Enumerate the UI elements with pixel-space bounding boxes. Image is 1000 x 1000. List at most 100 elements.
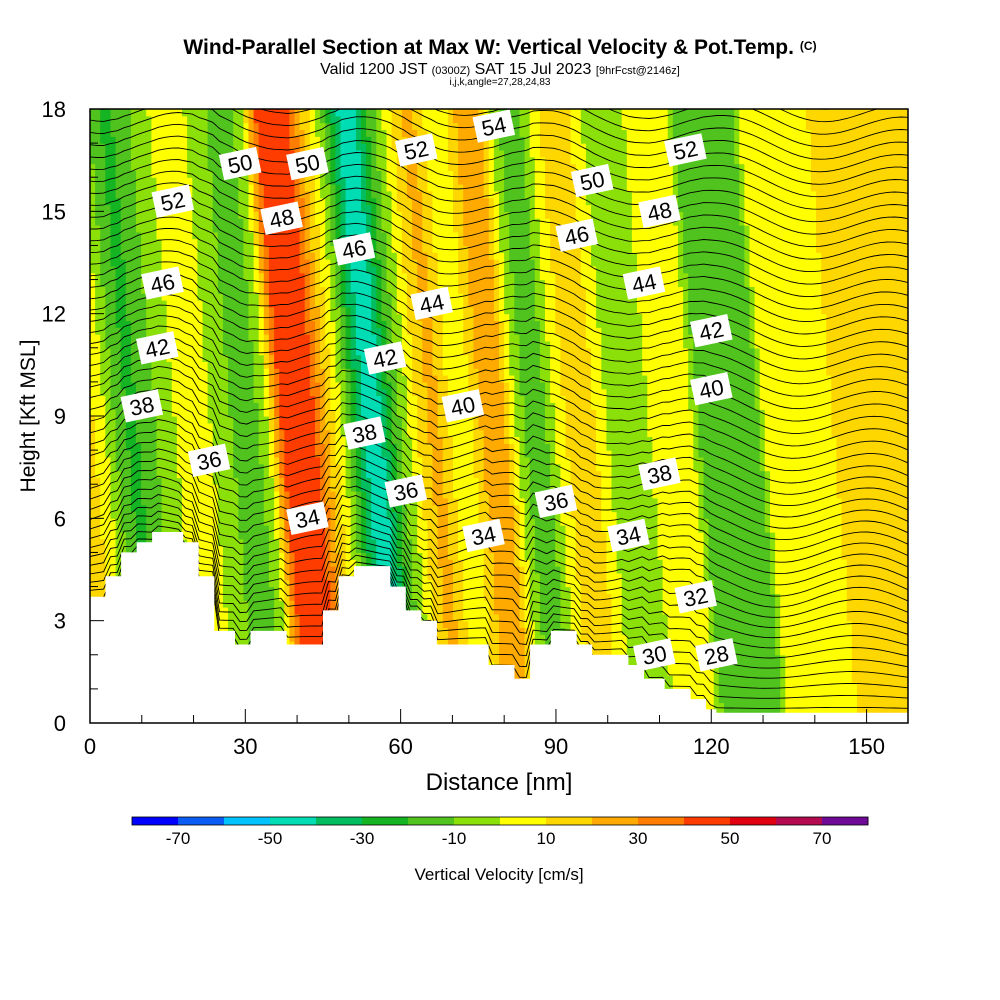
isentrope-line	[90, 376, 908, 495]
velocity-cell	[233, 136, 244, 144]
velocity-cell	[228, 613, 249, 622]
velocity-cell	[453, 204, 464, 212]
theta-label-text: 50	[578, 166, 607, 196]
velocity-cell	[335, 334, 342, 342]
velocity-cell	[677, 272, 689, 281]
velocity-cell	[253, 272, 260, 281]
velocity-cell	[483, 450, 510, 458]
velocity-cell	[407, 381, 413, 390]
velocity-cell	[422, 109, 449, 117]
velocity-cell	[713, 579, 771, 588]
velocity-cell	[335, 265, 342, 274]
velocity-cell	[401, 327, 408, 335]
velocity-cell	[335, 122, 342, 130]
velocity-cell	[851, 661, 908, 669]
velocity-cell	[90, 388, 101, 397]
velocity-cell	[442, 327, 464, 335]
theta-label-box	[607, 518, 650, 553]
velocity-cell	[422, 238, 434, 246]
velocity-cell	[391, 334, 403, 342]
velocity-cell	[299, 122, 311, 130]
velocity-cell	[585, 334, 602, 342]
velocity-cell	[708, 525, 766, 533]
isentrope-line	[90, 228, 908, 323]
velocity-cell	[447, 525, 459, 533]
velocity-cell	[504, 320, 510, 328]
velocity-cell	[115, 293, 127, 301]
velocity-cell	[856, 702, 908, 710]
velocity-cell	[330, 313, 342, 322]
velocity-cell	[509, 388, 515, 397]
velocity-cell	[156, 177, 193, 185]
theta-label-text: 32	[681, 583, 710, 613]
velocity-cell	[478, 484, 485, 492]
velocity-cell	[565, 422, 597, 431]
velocity-cell	[565, 566, 577, 574]
velocity-cell	[192, 204, 214, 212]
velocity-cell	[90, 143, 106, 151]
velocity-cell	[810, 177, 908, 185]
velocity-cell	[396, 197, 413, 206]
velocity-cell	[151, 368, 173, 376]
velocity-cell	[253, 279, 260, 287]
velocity-cell	[432, 470, 444, 478]
velocity-cell	[330, 231, 336, 240]
velocity-cell	[222, 347, 255, 356]
velocity-cell	[596, 313, 643, 322]
velocity-cell	[396, 190, 408, 199]
velocity-cell	[361, 409, 382, 417]
velocity-cell	[396, 552, 403, 560]
velocity-cell	[110, 204, 122, 212]
velocity-cell	[703, 538, 710, 547]
velocity-cell	[580, 600, 613, 608]
velocity-cell	[744, 184, 812, 192]
velocity-cell	[596, 436, 607, 444]
velocity-cell	[713, 634, 776, 642]
velocity-cell	[407, 177, 418, 185]
velocity-cell	[90, 497, 101, 506]
velocity-cell	[90, 361, 101, 369]
velocity-cell	[381, 109, 393, 117]
velocity-cell	[836, 456, 908, 465]
velocity-cell	[775, 607, 781, 615]
velocity-cell	[330, 279, 336, 287]
velocity-cell	[325, 204, 331, 212]
velocity-cell	[330, 347, 336, 356]
velocity-cell	[447, 136, 459, 144]
y-tick-label: 15	[42, 199, 66, 224]
velocity-cell	[468, 272, 495, 281]
velocity-cell	[345, 293, 357, 301]
velocity-cell	[253, 375, 265, 383]
velocity-cell	[524, 429, 546, 437]
velocity-cell	[253, 347, 260, 356]
velocity-cell	[468, 286, 495, 294]
velocity-cell	[386, 252, 398, 260]
velocity-cell	[105, 313, 117, 322]
velocity-cell	[621, 620, 669, 629]
colorbar-tick-label: -70	[166, 829, 191, 848]
velocity-cell	[350, 354, 362, 362]
velocity-cell	[698, 504, 705, 513]
velocity-cell	[279, 593, 285, 601]
velocity-cell	[754, 381, 761, 390]
velocity-cell	[688, 381, 694, 390]
velocity-cell	[381, 225, 393, 233]
velocity-cell	[539, 320, 546, 328]
velocity-cell	[437, 429, 449, 437]
velocity-cell	[330, 177, 336, 185]
velocity-cell	[100, 368, 111, 376]
velocity-cell	[601, 477, 613, 485]
velocity-cell	[320, 252, 326, 260]
velocity-cell	[417, 286, 428, 294]
velocity-cell	[330, 525, 336, 533]
theta-label-text: 42	[143, 334, 172, 364]
velocity-cell	[361, 443, 367, 451]
velocity-cell	[130, 368, 152, 376]
velocity-cell	[534, 545, 556, 553]
velocity-cell	[355, 143, 367, 151]
velocity-cell	[217, 259, 244, 267]
velocity-cell	[105, 538, 117, 547]
velocity-cell	[381, 293, 393, 301]
velocity-cell	[309, 354, 316, 362]
velocity-cell	[851, 620, 908, 629]
